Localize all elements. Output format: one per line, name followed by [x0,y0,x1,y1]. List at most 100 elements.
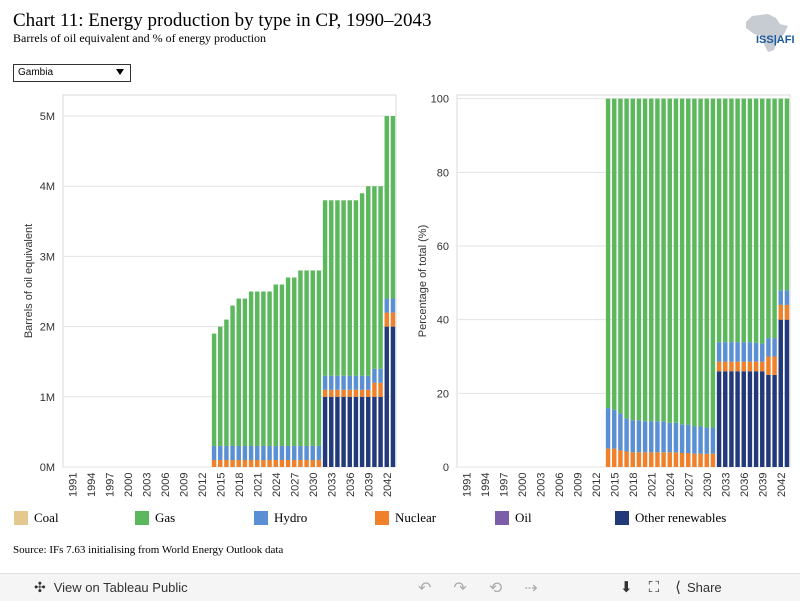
bar-segment-hydro[interactable] [316,445,322,460]
bar-segment-gas[interactable] [692,98,697,427]
bar-segment-hydro[interactable] [378,368,383,383]
bar-segment-nuclear[interactable] [279,459,285,467]
bar-segment-hydro[interactable] [230,445,235,460]
bar-segment-other-renewables[interactable] [347,396,352,467]
bar-segment-gas[interactable] [353,200,359,376]
bar-segment-other-renewables[interactable] [329,396,334,467]
bar-segment-gas[interactable] [741,98,746,343]
bar-segment-gas[interactable] [642,98,648,422]
bar-segment-nuclear[interactable] [378,382,383,397]
bar-segment-hydro[interactable] [279,445,285,460]
bar-segment-nuclear[interactable] [778,304,783,320]
undo-icon[interactable]: ↶ [418,580,432,597]
bar-segment-gas[interactable] [618,98,623,414]
bar-segment-hydro[interactable] [649,421,654,453]
bar-segment-hydro[interactable] [772,338,777,357]
bar-segment-nuclear[interactable] [372,382,377,397]
bar-segment-other-renewables[interactable] [353,396,359,467]
bar-segment-gas[interactable] [211,333,217,446]
bar-segment-nuclear[interactable] [766,356,771,375]
legend-item-hydro[interactable]: Hydro [254,510,307,526]
bar-segment-hydro[interactable] [778,290,783,305]
bar-segment-hydro[interactable] [636,420,642,453]
bar-segment-gas[interactable] [322,200,328,376]
bar-segment-nuclear[interactable] [304,459,309,467]
bar-segment-nuclear[interactable] [285,459,291,467]
bar-segment-other-renewables[interactable] [784,319,790,467]
bar-segment-other-renewables[interactable] [384,326,389,467]
bar-segment-nuclear[interactable] [316,459,322,467]
bar-segment-hydro[interactable] [372,368,377,383]
bar-segment-gas[interactable] [778,98,783,291]
bar-segment-other-renewables[interactable] [390,326,396,467]
bar-segment-gas[interactable] [735,98,740,343]
bar-segment-hydro[interactable] [698,426,703,454]
bar-segment-nuclear[interactable] [335,389,340,397]
bar-segment-hydro[interactable] [784,290,790,305]
bar-segment-nuclear[interactable] [618,450,623,467]
bar-segment-nuclear[interactable] [347,389,352,397]
bar-segment-nuclear[interactable] [218,459,223,467]
bar-segment-hydro[interactable] [366,375,371,390]
bar-segment-nuclear[interactable] [716,361,722,372]
bar-segment-hydro[interactable] [310,445,315,460]
bar-segment-other-renewables[interactable] [322,396,328,467]
bar-segment-other-renewables[interactable] [753,371,759,467]
bar-segment-hydro[interactable] [760,343,765,362]
bar-segment-hydro[interactable] [655,421,660,453]
bar-segment-gas[interactable] [218,326,223,446]
bar-segment-gas[interactable] [329,200,334,376]
bar-segment-nuclear[interactable] [605,448,611,467]
bar-segment-hydro[interactable] [766,338,771,357]
bar-segment-nuclear[interactable] [673,452,679,467]
bar-segment-gas[interactable] [673,98,679,423]
bar-segment-nuclear[interactable] [741,361,746,372]
bar-segment-nuclear[interactable] [753,361,759,372]
bar-segment-hydro[interactable] [236,445,241,460]
bar-segment-other-renewables[interactable] [723,371,728,467]
bar-segment-nuclear[interactable] [772,356,777,375]
bar-segment-nuclear[interactable] [224,459,229,467]
bar-segment-gas[interactable] [292,277,297,446]
redo-icon[interactable]: ↷ [453,580,467,597]
bar-segment-nuclear[interactable] [211,459,217,467]
bar-segment-nuclear[interactable] [310,459,315,467]
bar-segment-hydro[interactable] [735,342,740,362]
bar-segment-hydro[interactable] [292,445,297,460]
bar-segment-hydro[interactable] [242,445,248,460]
bar-segment-gas[interactable] [366,186,371,376]
bar-segment-hydro[interactable] [335,375,340,390]
bar-segment-gas[interactable] [267,291,272,446]
bar-segment-nuclear[interactable] [630,452,635,467]
bar-segment-hydro[interactable] [753,342,759,362]
bar-segment-nuclear[interactable] [322,389,328,397]
bar-segment-gas[interactable] [716,98,722,343]
bar-segment-other-renewables[interactable] [378,396,383,467]
bar-segment-hydro[interactable] [359,375,365,390]
bar-segment-gas[interactable] [224,319,229,446]
bar-segment-gas[interactable] [649,98,654,422]
bar-segment-gas[interactable] [378,186,383,369]
bar-segment-nuclear[interactable] [292,459,297,467]
bar-segment-gas[interactable] [784,98,790,291]
bar-segment-nuclear[interactable] [729,361,734,372]
bar-segment-hydro[interactable] [667,422,672,453]
bar-segment-gas[interactable] [255,291,260,446]
bar-segment-hydro[interactable] [285,445,291,460]
bar-segment-hydro[interactable] [248,445,254,460]
bar-segment-gas[interactable] [390,116,396,299]
bar-segment-hydro[interactable] [710,427,716,454]
revert-icon[interactable]: ⟲ [488,580,503,597]
bar-segment-gas[interactable] [747,98,753,343]
bar-segment-nuclear[interactable] [704,453,709,467]
bar-segment-gas[interactable] [298,270,303,446]
bar-segment-gas[interactable] [729,98,734,343]
country-filter-dropdown[interactable]: Gambia [13,64,131,82]
bar-segment-gas[interactable] [772,98,777,339]
bar-segment-hydro[interactable] [612,409,617,449]
legend-item-oil[interactable]: Oil [495,510,532,526]
bar-segment-nuclear[interactable] [267,459,272,467]
bar-segment-hydro[interactable] [729,342,734,362]
bar-segment-gas[interactable] [710,98,716,428]
bar-segment-nuclear[interactable] [261,459,266,467]
